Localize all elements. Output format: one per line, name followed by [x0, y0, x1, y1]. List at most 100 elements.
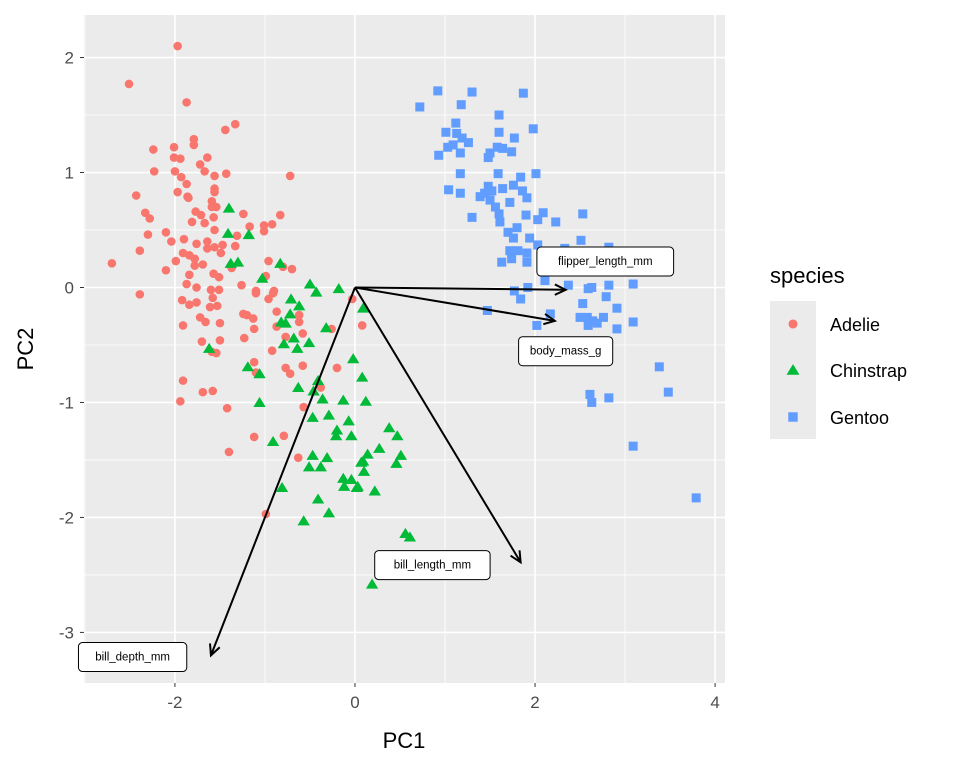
point-adelie: [281, 332, 290, 342]
point-chinstrap: [277, 338, 291, 349]
point-chinstrap: [345, 473, 358, 484]
point-gentoo: [508, 233, 518, 243]
point-gentoo: [509, 133, 519, 143]
point-chinstrap: [253, 368, 266, 379]
loading-arrow-body_mass_g: [354, 286, 556, 322]
point-gentoo: [628, 279, 638, 289]
point-chinstrap: [356, 455, 370, 466]
point-gentoo: [533, 215, 543, 225]
point-gentoo: [601, 292, 611, 302]
point-chinstrap: [314, 461, 327, 472]
legend-label-adelie: Adelie: [830, 315, 880, 335]
y-tick-label: 0: [65, 278, 74, 297]
point-adelie: [176, 397, 185, 406]
point-adelie: [205, 302, 215, 312]
point-gentoo: [587, 282, 597, 292]
legend-label-chinstrap: Chinstrap: [830, 361, 907, 381]
point-adelie: [135, 290, 145, 299]
point-adelie: [212, 202, 221, 212]
point-adelie: [192, 283, 201, 292]
point-chinstrap: [347, 353, 360, 364]
point-chinstrap: [202, 342, 216, 353]
point-adelie: [212, 301, 222, 311]
point-adelie: [200, 167, 209, 176]
point-chinstrap: [390, 457, 403, 468]
point-gentoo: [523, 282, 533, 292]
point-adelie: [272, 307, 281, 316]
point-adelie: [200, 218, 209, 228]
point-gentoo: [512, 223, 522, 233]
point-adelie: [294, 310, 304, 320]
point-gentoo: [433, 86, 443, 96]
point-gentoo: [444, 185, 454, 195]
point-adelie: [143, 230, 153, 239]
point-adelie: [185, 300, 194, 310]
point-adelie: [178, 321, 188, 330]
point-adelie: [179, 234, 189, 244]
point-chinstrap: [329, 430, 343, 441]
point-adelie: [161, 228, 171, 237]
point-gentoo: [490, 202, 500, 212]
point-gentoo: [452, 128, 462, 138]
point-chinstrap: [302, 337, 316, 348]
loading-label-box: [536, 246, 675, 277]
point-adelie: [212, 348, 221, 358]
point-adelie: [239, 209, 248, 219]
point-gentoo: [503, 227, 513, 237]
point-adelie: [221, 169, 231, 178]
point-adelie: [267, 346, 277, 356]
point-adelie: [216, 248, 226, 258]
point-chinstrap: [297, 515, 310, 526]
legend-keys: [786, 319, 800, 422]
point-gentoo: [451, 118, 461, 128]
point-chinstrap: [359, 395, 372, 406]
loading-label-flipper_length_mm: flipper_length_mm: [536, 246, 675, 277]
y-axis-ticks: -3 -2 -1 0 1 2: [59, 49, 84, 642]
point-gentoo: [483, 181, 493, 191]
point-gentoo: [588, 316, 598, 326]
point-chinstrap: [291, 342, 304, 353]
point-chinstrap: [356, 302, 370, 313]
loading-label-text: bill_depth_mm: [95, 652, 170, 664]
point-adelie: [178, 376, 188, 385]
point-chinstrap: [287, 332, 300, 343]
point-adelie: [251, 288, 261, 298]
loading-label-bill_length_mm: bill_length_mm: [374, 550, 491, 581]
point-adelie: [249, 324, 259, 334]
point-chinstrap: [274, 257, 287, 268]
point-adelie: [171, 256, 181, 266]
point-adelie: [298, 361, 308, 370]
point-gentoo: [575, 312, 585, 322]
point-gentoo: [483, 153, 493, 163]
legend-key-gentoo: [788, 412, 798, 422]
point-chinstrap: [403, 531, 417, 542]
point-adelie: [190, 254, 200, 264]
point-adelie: [210, 242, 219, 252]
point-chinstrap: [222, 202, 236, 213]
point-adelie: [294, 317, 304, 327]
point-gentoo: [485, 195, 495, 205]
point-gentoo: [540, 276, 550, 286]
legend-key-chinstrap: [786, 364, 800, 375]
loading-label-text: bill_length_mm: [394, 560, 471, 572]
point-gentoo: [467, 212, 477, 222]
point-chinstrap: [241, 361, 255, 372]
point-chinstrap: [293, 300, 306, 311]
loading-label-box: [518, 336, 614, 367]
point-adelie: [195, 160, 205, 169]
legend-title: species: [770, 263, 845, 288]
point-gentoo: [612, 324, 622, 334]
point-gentoo: [517, 186, 527, 196]
point-adelie: [259, 226, 269, 236]
point-gentoo: [498, 143, 508, 153]
point-adelie: [107, 259, 117, 268]
point-chinstrap: [303, 278, 317, 289]
point-gentoo: [691, 493, 701, 503]
point-adelie: [173, 187, 182, 197]
point-chinstrap: [316, 393, 329, 404]
points-layer: [107, 41, 701, 589]
point-chinstrap: [302, 461, 316, 472]
point-chinstrap: [337, 394, 350, 405]
point-chinstrap: [342, 415, 355, 426]
